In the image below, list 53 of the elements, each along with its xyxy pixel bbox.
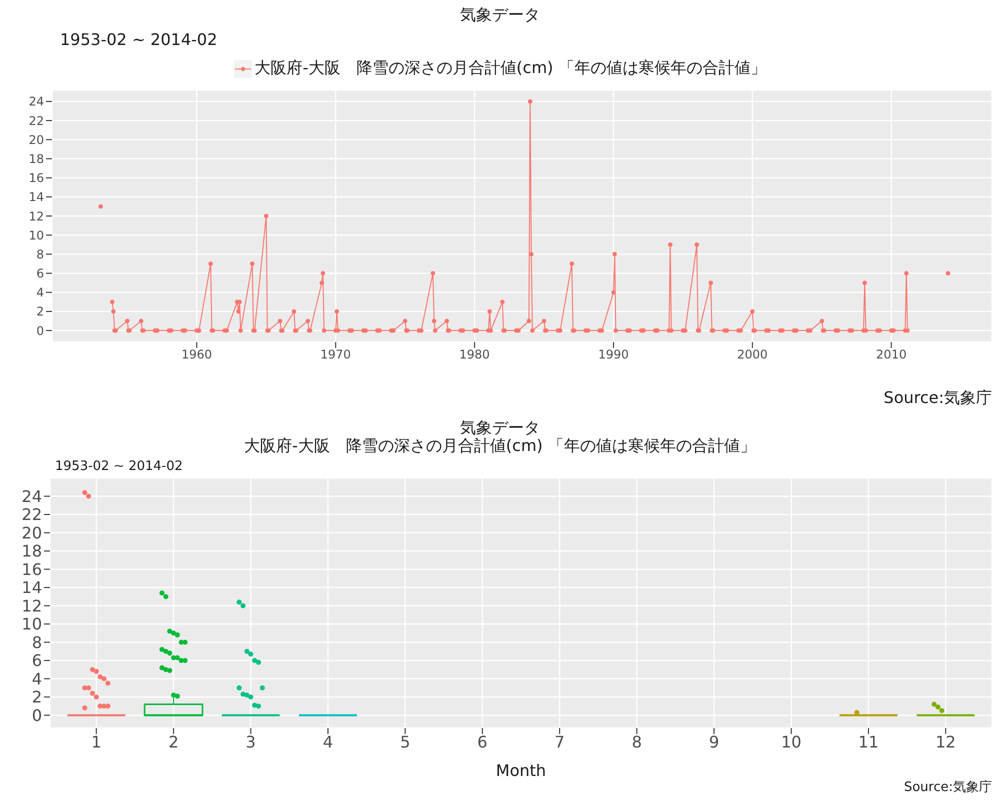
chart-subtitle: 大阪府-大阪 降雪の深さの月合計値(cm) 「年の値は寒候年の合計値」 bbox=[244, 436, 756, 455]
x-tick-label: 6 bbox=[477, 732, 488, 752]
chart-title: 気象データ bbox=[460, 5, 540, 24]
x-tick-label: 3 bbox=[246, 732, 256, 752]
x-tick-label: 9 bbox=[708, 732, 720, 752]
x-tick-label: 12 bbox=[935, 732, 956, 752]
y-tick-label: 10 bbox=[28, 228, 44, 242]
x-tick-label: 1 bbox=[91, 732, 102, 752]
y-tick-label: 6 bbox=[36, 266, 44, 281]
y-tick-label: 16 bbox=[28, 171, 44, 186]
y-tick-label: 0 bbox=[32, 706, 42, 725]
y-tick-label: 4 bbox=[32, 669, 42, 688]
chart-title: 気象データ bbox=[460, 418, 540, 437]
y-tick-label: 16 bbox=[22, 560, 42, 579]
x-tick-label: 1980 bbox=[459, 348, 490, 362]
y-tick-label: 18 bbox=[22, 542, 42, 561]
x-tick-label: 1990 bbox=[598, 348, 629, 362]
chart-subtitle: 1953-02 ~ 2014-02 bbox=[60, 30, 218, 49]
y-tick-label: 24 bbox=[28, 94, 44, 109]
y-tick-label: 2 bbox=[36, 304, 44, 319]
y-tick-label: 20 bbox=[22, 523, 42, 542]
x-tick-label: 2 bbox=[168, 732, 179, 752]
y-tick-label: 0 bbox=[36, 324, 44, 338]
y-tick-label: 14 bbox=[28, 190, 44, 204]
y-tick-label: 8 bbox=[36, 247, 44, 262]
y-tick-label: 18 bbox=[28, 152, 44, 166]
x-tick-label: 10 bbox=[781, 732, 802, 752]
x-tick-label: 1960 bbox=[181, 348, 212, 362]
x-tick-label: 2000 bbox=[737, 348, 768, 362]
y-tick-label: 22 bbox=[28, 114, 44, 128]
x-tick-label: 8 bbox=[632, 732, 642, 752]
y-tick-label: 12 bbox=[28, 209, 44, 224]
x-tick-label: 5 bbox=[400, 732, 410, 752]
y-tick-label: 22 bbox=[22, 505, 42, 524]
x-tick-label: 2010 bbox=[876, 348, 907, 362]
text: 1953-02 ~ 2014-02 bbox=[55, 459, 183, 474]
source-note: Source:気象庁 bbox=[884, 388, 992, 407]
legend-label: 大阪府-大阪 降雪の深さの月合計値(cm) 「年の値は寒候年の合計値」 bbox=[254, 58, 766, 79]
x-axis-title: Month bbox=[496, 761, 546, 780]
x-tick-label: 7 bbox=[554, 732, 565, 752]
x-tick-label: 1970 bbox=[320, 348, 351, 362]
y-tick-label: 6 bbox=[32, 651, 42, 670]
y-tick-label: 4 bbox=[36, 286, 44, 300]
y-tick-label: 14 bbox=[22, 578, 42, 598]
y-tick-label: 10 bbox=[22, 614, 42, 634]
y-tick-label: 24 bbox=[22, 486, 42, 506]
y-tick-label: 8 bbox=[32, 632, 42, 652]
x-tick-label: 4 bbox=[322, 732, 334, 752]
x-tick-label: 11 bbox=[858, 732, 879, 752]
y-tick-label: 20 bbox=[28, 132, 44, 147]
source-note: Source:気象庁 bbox=[904, 780, 992, 795]
y-tick-label: 12 bbox=[22, 596, 42, 616]
y-tick-label: 2 bbox=[32, 688, 42, 707]
